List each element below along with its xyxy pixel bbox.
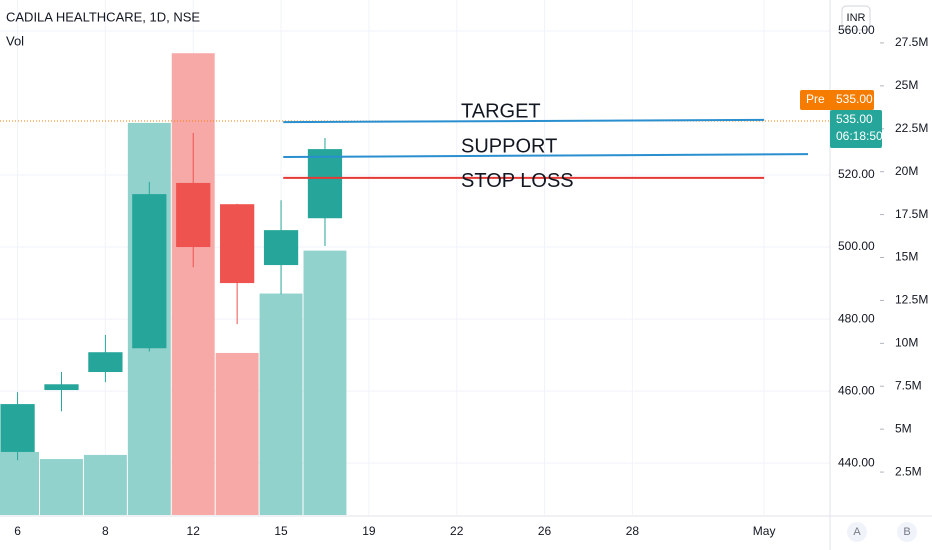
candle-body <box>44 384 79 391</box>
countdown: 06:18:50 <box>836 129 883 143</box>
last-price-box <box>830 110 882 149</box>
volume-label: Vol <box>6 33 24 48</box>
x-tick-label: 8 <box>102 524 109 538</box>
currency-badge[interactable] <box>841 5 871 31</box>
x-tick-label: 6 <box>14 524 21 538</box>
candle-body <box>88 352 123 373</box>
y-tick-label: 440.00 <box>838 455 875 469</box>
x-tick-label: 12 <box>187 524 201 538</box>
volume-bar <box>259 293 303 515</box>
y-tick-label: 460.00 <box>838 383 875 397</box>
volume-bar <box>0 451 40 515</box>
y2-tick-label: 5M <box>895 421 912 435</box>
line-label: STOP LOSS <box>461 170 574 192</box>
y2-tick-label: 20M <box>895 164 918 178</box>
b-button[interactable] <box>897 522 917 542</box>
y-tick-label: 520.00 <box>838 167 875 181</box>
volume-bar <box>83 454 127 515</box>
x-tick-label: 15 <box>274 524 288 538</box>
candle-body <box>176 182 211 248</box>
y-tick-label: 500.00 <box>838 239 875 253</box>
y2-tick-label: 22.5M <box>895 121 928 135</box>
pre-label: Pre <box>806 92 825 106</box>
candle-body <box>220 204 255 284</box>
candle-body <box>0 404 35 452</box>
x-tick-label: 28 <box>626 524 640 538</box>
currency: INR <box>847 12 866 24</box>
volume-bar <box>303 250 347 515</box>
y2-tick-label: 2.5M <box>895 464 922 478</box>
last-price: 535.00 <box>836 112 873 126</box>
x-tick-label: May <box>753 524 776 538</box>
volume-bar <box>215 352 259 515</box>
y2-tick-label: 17.5M <box>895 207 928 221</box>
y2-tick-label: 25M <box>895 78 918 92</box>
y2-tick-label: 12.5M <box>895 293 928 307</box>
x-tick-label: 19 <box>362 524 376 538</box>
candle-body <box>132 194 167 349</box>
y-tick-label: 560.00 <box>838 23 875 37</box>
b-label: B <box>903 526 910 538</box>
y-tick-label: 480.00 <box>838 311 875 325</box>
x-tick-label: 26 <box>538 524 552 538</box>
y2-tick-label: 10M <box>895 336 918 350</box>
candle-body <box>307 149 343 219</box>
pre-price: 535.00 <box>836 92 873 106</box>
y2-tick-label: 15M <box>895 250 918 264</box>
pre-price-box <box>800 90 874 111</box>
drawn-line <box>283 153 809 159</box>
drawn-line <box>283 118 765 124</box>
y2-tick-label: 27.5M <box>895 35 928 49</box>
y2-tick-label: 7.5M <box>895 378 922 392</box>
auto-scale-button[interactable] <box>847 522 867 542</box>
line-label: TARGET <box>461 100 541 122</box>
auto-scale-label: A <box>853 526 861 538</box>
volume-bar <box>40 459 83 515</box>
x-tick-label: 22 <box>450 524 464 538</box>
chart-title: CADILA HEALTHCARE, 1D, NSE <box>6 9 200 24</box>
volume-bar <box>171 53 215 515</box>
line-label: SUPPORT <box>461 135 557 157</box>
candle-body <box>263 230 299 266</box>
